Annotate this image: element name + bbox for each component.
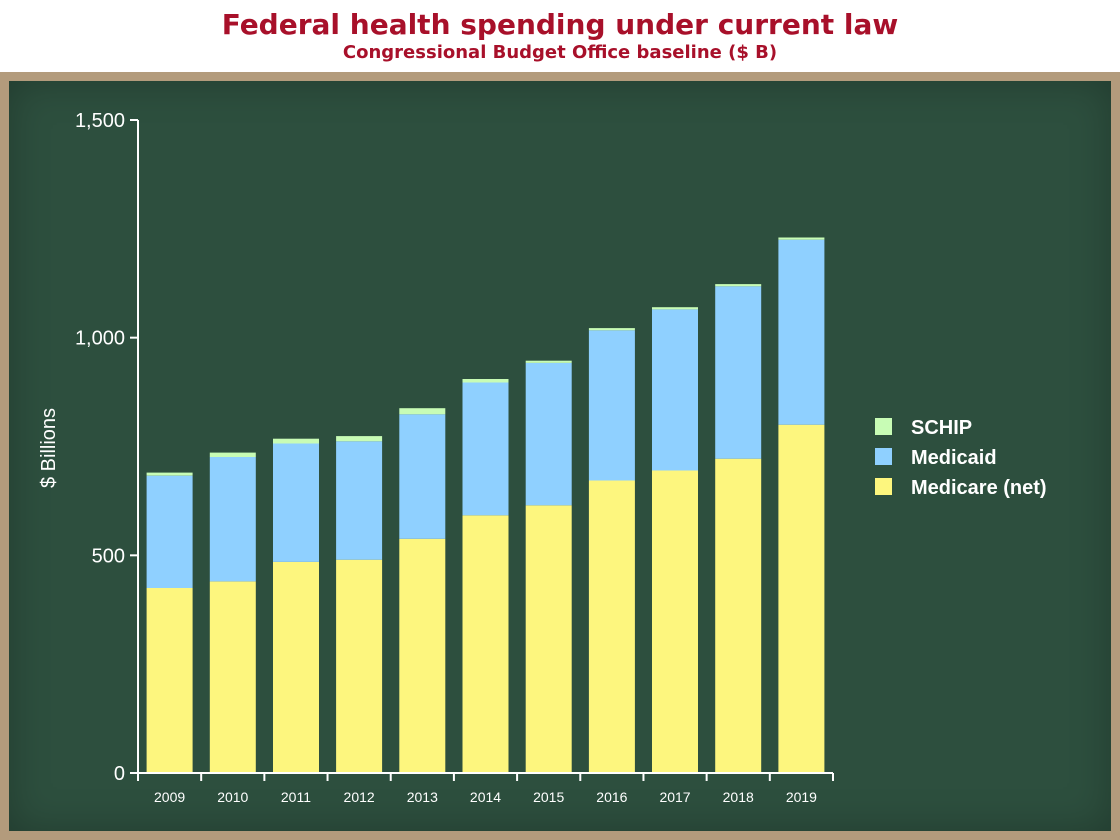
bars-layer [146, 237, 825, 773]
bar-schip-2019 [778, 237, 825, 240]
legend-swatch-medicare-net [875, 478, 892, 495]
y-tick-label: 1,500 [75, 110, 125, 132]
bar-medicare-net-2018 [715, 458, 762, 773]
bar-medicare-net-2013 [399, 538, 446, 773]
legend-label-medicare-net: Medicare (net) [911, 477, 1047, 499]
bar-medicaid-2013 [399, 414, 446, 539]
bar-medicare-net-2014 [462, 515, 509, 773]
y-tick-label: 500 [92, 545, 125, 567]
bar-medicaid-2010 [209, 456, 256, 582]
legend-swatch-medicaid [875, 448, 892, 465]
x-tick-label: 2014 [470, 789, 501, 805]
bar-schip-2012 [336, 436, 383, 442]
x-tick-label: 2011 [281, 789, 311, 805]
x-tick-label: 2010 [217, 789, 248, 805]
bar-medicaid-2012 [336, 441, 383, 560]
x-tick-label: 2009 [154, 789, 185, 805]
axes-layer: 0 500 1,000 1,500 2009 2010 2011 2012 2013 2014 20… [75, 110, 834, 805]
legend: SCHIP Medicaid Medicare (net) [875, 417, 1047, 499]
bar-medicaid-2019 [778, 239, 825, 425]
bar-medicaid-2015 [525, 362, 572, 506]
y-tick-label: 0 [114, 763, 125, 785]
x-tick-label: 2015 [533, 789, 564, 805]
y-tick-label: 1,000 [75, 328, 125, 350]
bar-medicare-net-2016 [588, 480, 635, 773]
bar-medicaid-2016 [588, 330, 635, 481]
x-tick-label: 2018 [723, 789, 754, 805]
legend-label-schip: SCHIP [911, 417, 972, 439]
bar-medicaid-2011 [273, 443, 319, 562]
legend-swatch-schip [875, 418, 892, 435]
chart-title: Federal health spending under current la… [221, 8, 899, 41]
bar-medicare-net-2019 [778, 424, 825, 773]
bar-medicare-net-2010 [209, 581, 256, 773]
bar-medicaid-2018 [715, 286, 762, 459]
bar-schip-2009 [146, 472, 193, 476]
bar-schip-2017 [652, 307, 698, 310]
bar-medicare-net-2012 [336, 559, 383, 773]
bar-medicare-net-2017 [652, 470, 698, 773]
bar-schip-2011 [273, 438, 319, 444]
bar-schip-2010 [209, 452, 256, 457]
chart-subtitle: Congressional Budget Office baseline ($ … [342, 42, 778, 63]
bar-schip-2015 [525, 360, 572, 363]
legend-label-medicaid: Medicaid [911, 447, 997, 469]
bar-schip-2016 [588, 328, 635, 331]
x-tick-label: 2016 [596, 789, 627, 805]
x-tick-label: 2012 [344, 789, 375, 805]
y-axis-label: $ Billions [38, 408, 60, 488]
bar-medicare-net-2015 [525, 505, 572, 773]
x-tick-label: 2013 [407, 789, 438, 805]
bar-medicaid-2017 [652, 309, 698, 471]
bar-schip-2013 [399, 408, 446, 415]
bar-medicare-net-2009 [146, 588, 193, 773]
x-tick-label: 2017 [659, 789, 690, 805]
bar-medicaid-2009 [146, 475, 193, 588]
bar-medicare-net-2011 [273, 561, 319, 773]
bar-medicaid-2014 [462, 382, 509, 516]
bar-schip-2018 [715, 284, 762, 287]
bar-schip-2014 [462, 379, 509, 383]
x-tick-label: 2019 [786, 789, 817, 805]
